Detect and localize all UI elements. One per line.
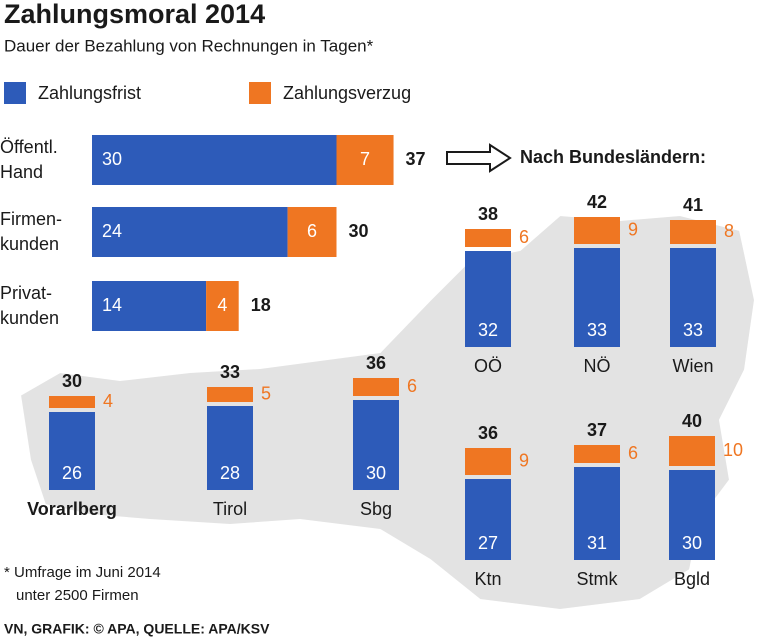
- category-label: Ktn: [474, 569, 501, 589]
- category-label: kunden: [0, 308, 59, 328]
- category-label: Privat-: [0, 283, 52, 303]
- legend-swatch: [249, 82, 271, 104]
- total-label: 36: [478, 423, 498, 443]
- value-label: 24: [102, 221, 122, 241]
- bar-segment: [92, 207, 288, 257]
- value-label: 31: [587, 533, 607, 553]
- value-label: 6: [307, 221, 317, 241]
- bar-segment: [670, 220, 716, 244]
- bar-segment: [353, 400, 399, 490]
- bar-segment: [669, 470, 715, 560]
- value-label: 30: [366, 463, 386, 483]
- value-label: 33: [683, 320, 703, 340]
- value-label: 28: [220, 463, 240, 483]
- category-label: kunden: [0, 234, 59, 254]
- value-label: 14: [102, 295, 122, 315]
- value-label: 9: [628, 219, 638, 239]
- value-label: 6: [519, 227, 529, 247]
- category-label: NÖ: [584, 356, 611, 376]
- category-label: Firmen-: [0, 209, 62, 229]
- total-label: 33: [220, 362, 240, 382]
- arrow: [446, 143, 512, 173]
- total-label: 41: [683, 195, 703, 215]
- bar-segment: [465, 251, 511, 347]
- total-label: 30: [62, 371, 82, 391]
- source: VN, GRAFIK: © APA, QUELLE: APA/KSV: [4, 621, 270, 637]
- bar-segment: [49, 396, 95, 408]
- bar-segment: [49, 412, 95, 490]
- bar-segment: [465, 479, 511, 560]
- footnote: * Umfrage im Juni 2014: [4, 564, 161, 581]
- bar-segment: [574, 467, 620, 560]
- value-label: 7: [360, 149, 370, 169]
- category-label: Öffentl.: [0, 137, 58, 157]
- category-label: OÖ: [474, 356, 502, 376]
- bar-segment: [336, 135, 394, 185]
- total-label: 18: [251, 295, 271, 315]
- value-label: 10: [723, 440, 743, 460]
- legend-swatch: [4, 82, 26, 104]
- value-label: 9: [519, 450, 529, 470]
- bar-segment: [669, 436, 715, 466]
- bar-segment: [207, 387, 253, 402]
- category-label: Hand: [0, 162, 43, 182]
- value-label: 6: [407, 376, 417, 396]
- bar-segment: [206, 281, 239, 331]
- category-label: Sbg: [360, 499, 392, 519]
- category-label: Tirol: [213, 499, 247, 519]
- total-label: 30: [349, 221, 369, 241]
- bar-segment: [574, 217, 620, 244]
- bar-segment: [574, 445, 620, 463]
- footnote: unter 2500 Firmen: [16, 587, 139, 604]
- value-label: 26: [62, 463, 82, 483]
- subtitle: Dauer der Bezahlung von Rechnungen in Ta…: [4, 36, 374, 55]
- total-label: 37: [406, 149, 426, 169]
- bar-segment: [465, 448, 511, 475]
- category-label: Wien: [672, 356, 713, 376]
- bar-segment: [670, 248, 716, 347]
- value-label: 6: [628, 443, 638, 463]
- value-label: 27: [478, 533, 498, 553]
- bar-segment: [574, 248, 620, 347]
- legend-label: Zahlungsfrist: [38, 83, 141, 103]
- legend-label: Zahlungsverzug: [283, 83, 411, 103]
- total-label: 38: [478, 204, 498, 224]
- total-label: 37: [587, 420, 607, 440]
- bar-segment: [353, 378, 399, 396]
- bar-segment: [287, 207, 337, 257]
- value-label: 8: [724, 221, 734, 241]
- total-label: 36: [366, 353, 386, 373]
- category-label: Vorarlberg: [27, 499, 117, 519]
- bar-segment: [92, 281, 207, 331]
- bar-segment: [465, 229, 511, 247]
- value-label: 32: [478, 320, 498, 340]
- total-label: 40: [682, 411, 702, 431]
- category-label: Bgld: [674, 569, 710, 589]
- value-label: 30: [682, 533, 702, 553]
- title: Zahlungsmoral 2014: [4, 0, 265, 29]
- value-label: 4: [217, 295, 227, 315]
- bar-segment: [207, 406, 253, 490]
- states-title: Nach Bundesländern:: [520, 147, 706, 167]
- value-label: 4: [103, 391, 113, 411]
- category-label: Stmk: [576, 569, 618, 589]
- value-label: 5: [261, 383, 271, 403]
- bar-segment: [92, 135, 337, 185]
- value-label: 33: [587, 320, 607, 340]
- total-label: 42: [587, 192, 607, 212]
- value-label: 30: [102, 149, 122, 169]
